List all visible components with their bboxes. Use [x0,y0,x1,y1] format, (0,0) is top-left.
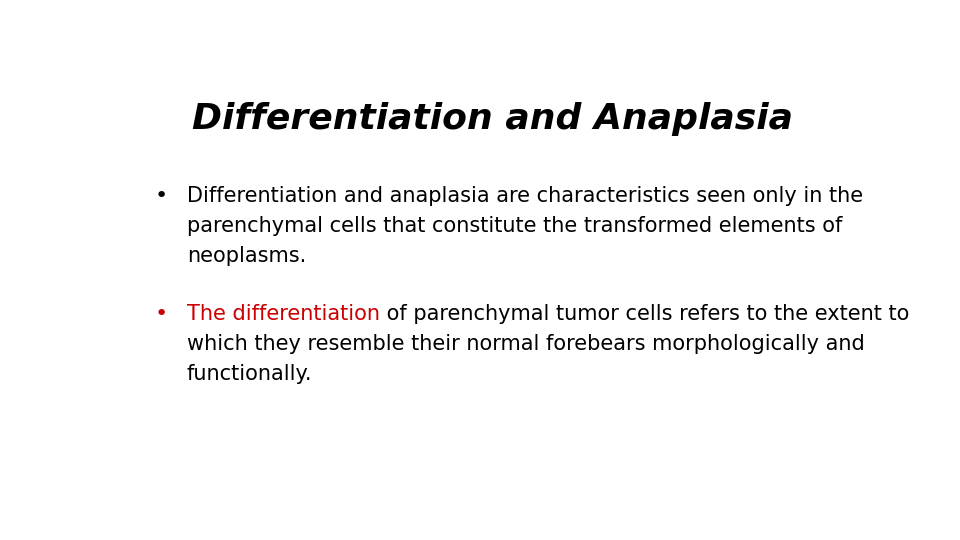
Text: which they resemble their normal forebears morphologically and: which they resemble their normal forebea… [187,334,865,354]
Text: Differentiation and Anaplasia: Differentiation and Anaplasia [191,102,793,136]
Text: neoplasms.: neoplasms. [187,246,306,266]
Text: functionally.: functionally. [187,364,312,384]
Text: of parenchymal tumor cells refers to the extent to: of parenchymal tumor cells refers to the… [380,304,909,325]
Text: •: • [155,186,168,206]
Text: Differentiation and anaplasia are characteristics seen only in the: Differentiation and anaplasia are charac… [187,186,863,206]
Text: parenchymal cells that constitute the transformed elements of: parenchymal cells that constitute the tr… [187,215,842,236]
Text: •: • [155,304,168,325]
Text: The differentiation: The differentiation [187,304,380,325]
